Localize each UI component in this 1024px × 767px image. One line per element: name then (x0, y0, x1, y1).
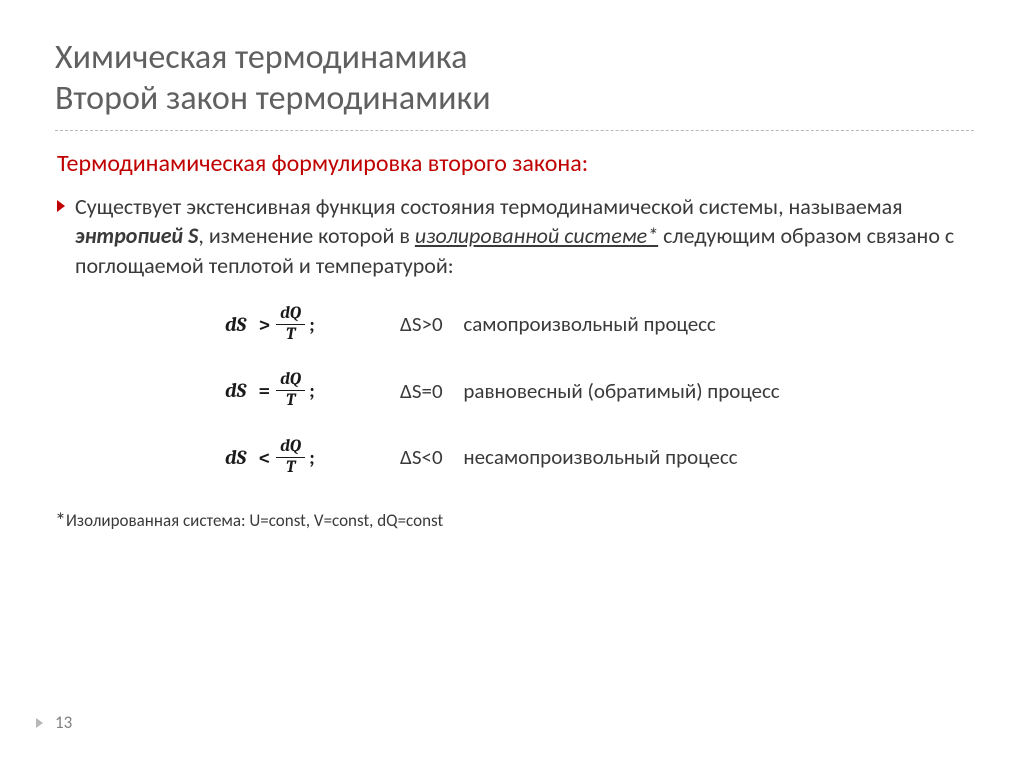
paragraph-mid: , изменение которой в (198, 222, 415, 249)
formula-semicolon: ; (309, 446, 315, 469)
formula-condition-3: ΔS<0 несамопроизвольный процесс (400, 444, 737, 470)
title-line-2: Второй закон термодинамики (55, 79, 974, 120)
footnote-text: Изолированная система: U=const, V=const,… (66, 510, 443, 531)
title-divider (55, 130, 974, 131)
formula-row-3: dS < dQ T ; ΔS<0 несамопроизвольный проц… (225, 438, 974, 477)
formula-semicolon: ; (309, 313, 315, 336)
cond-desc: равновесный (обратимый) процесс (463, 378, 779, 404)
subheading: Термодинамическая формулировка второго з… (57, 149, 974, 178)
cond-desc: самопроизвольный процесс (463, 311, 715, 337)
frac-den: T (282, 458, 300, 477)
formula-1: dS > dQ T ; (225, 305, 370, 344)
frac-den: T (282, 391, 300, 410)
title-line-1: Химическая термодинамика (55, 38, 974, 79)
cond-delta: ΔS<0 (400, 444, 443, 470)
bullet-icon (57, 200, 65, 212)
formula-row-1: dS > dQ T ; ΔS>0 самопроизвольный процес… (225, 305, 974, 344)
formula-2: dS = dQ T ; (225, 371, 370, 410)
page-number-block: 13 (36, 712, 72, 733)
formula-lhs: dS (225, 313, 246, 336)
bullet-item: Существует экстенсивная функция состояни… (55, 192, 974, 281)
cond-delta: ΔS=0 (400, 378, 443, 404)
frac-num: dQ (276, 305, 305, 325)
paragraph-pre: Существует экстенсивная функция состояни… (75, 193, 903, 220)
formula-frac: dQ T (276, 438, 305, 477)
paragraph: Существует экстенсивная функция состояни… (75, 192, 974, 281)
formula-row-2: dS = dQ T ; ΔS=0 равновесный (обратимый)… (225, 371, 974, 410)
formula-lhs: dS (225, 379, 246, 402)
formula-rel: = (258, 379, 270, 402)
formula-rel: > (258, 313, 270, 336)
page-number: 13 (55, 712, 72, 733)
formula-semicolon: ; (309, 379, 315, 402)
paragraph-underline: изолированной системе* (415, 222, 658, 249)
formula-frac: dQ T (276, 371, 305, 410)
paragraph-bold: энтропией S (75, 222, 198, 249)
frac-num: dQ (276, 371, 305, 391)
cond-delta: ΔS>0 (400, 311, 443, 337)
formula-lhs: dS (225, 446, 246, 469)
cond-desc: несамопроизвольный процесс (463, 444, 737, 470)
formula-frac: dQ T (276, 305, 305, 344)
formula-block: dS > dQ T ; ΔS>0 самопроизвольный процес… (225, 305, 974, 477)
frac-num: dQ (276, 438, 305, 458)
formula-3: dS < dQ T ; (225, 438, 370, 477)
formula-condition-1: ΔS>0 самопроизвольный процесс (400, 311, 716, 337)
frac-den: T (282, 325, 300, 344)
formula-rel: < (258, 446, 270, 469)
formula-condition-2: ΔS=0 равновесный (обратимый) процесс (400, 378, 780, 404)
footnote: *Изолированная система: U=const, V=const… (55, 507, 974, 534)
page-arrow-icon (36, 718, 43, 728)
footnote-star: * (55, 507, 66, 534)
slide-title: Химическая термодинамика Второй закон те… (55, 38, 974, 120)
